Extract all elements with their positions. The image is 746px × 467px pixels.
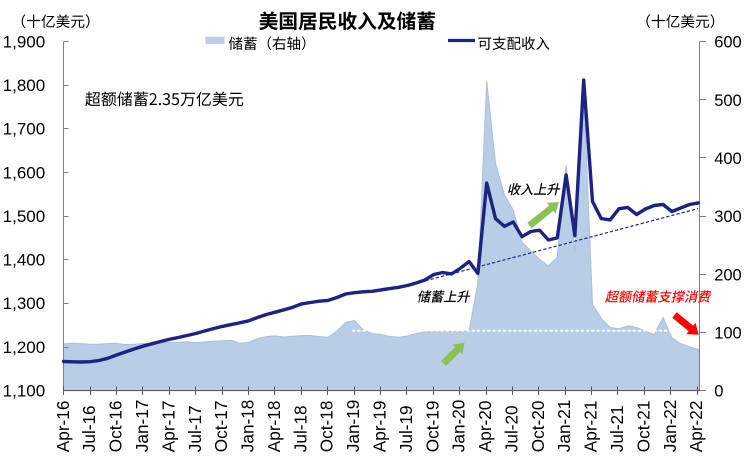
- svg-text:Jul-17: Jul-17: [185, 405, 205, 452]
- svg-text:1,100: 1,100: [3, 382, 46, 401]
- svg-text:1,800: 1,800: [3, 76, 46, 95]
- svg-text:1,200: 1,200: [3, 338, 46, 357]
- svg-text:Apr-21: Apr-21: [581, 401, 601, 453]
- svg-text:Jan-21: Jan-21: [554, 400, 574, 453]
- svg-text:Jan-18: Jan-18: [238, 400, 258, 453]
- svg-text:Jul-19: Jul-19: [396, 405, 416, 452]
- svg-text:Apr-20: Apr-20: [475, 401, 495, 453]
- svg-text:Oct-19: Oct-19: [422, 401, 442, 453]
- svg-text:Jul-16: Jul-16: [79, 405, 99, 452]
- svg-text:0: 0: [714, 383, 723, 401]
- svg-text:1,500: 1,500: [3, 207, 46, 226]
- svg-text:600: 600: [714, 34, 742, 52]
- svg-text:Apr-18: Apr-18: [264, 401, 284, 453]
- svg-text:500: 500: [714, 92, 742, 110]
- svg-text:Jul-20: Jul-20: [501, 405, 521, 452]
- svg-text:Oct-21: Oct-21: [633, 401, 653, 453]
- svg-text:1,700: 1,700: [3, 120, 46, 139]
- svg-text:Jul-21: Jul-21: [607, 405, 627, 452]
- svg-text:Oct-16: Oct-16: [106, 401, 126, 453]
- svg-text:Oct-20: Oct-20: [528, 401, 548, 453]
- svg-text:Jul-18: Jul-18: [290, 405, 310, 452]
- svg-text:Jan-17: Jan-17: [132, 400, 152, 453]
- svg-text:300: 300: [714, 208, 742, 226]
- svg-text:Jan-20: Jan-20: [449, 400, 469, 453]
- svg-text:1,300: 1,300: [3, 294, 46, 313]
- svg-text:400: 400: [714, 150, 742, 168]
- svg-text:Jan-22: Jan-22: [660, 400, 680, 453]
- svg-text:Apr-17: Apr-17: [158, 401, 178, 453]
- svg-text:Apr-16: Apr-16: [53, 401, 73, 453]
- svg-text:100: 100: [714, 325, 742, 343]
- svg-text:1,400: 1,400: [3, 251, 46, 270]
- svg-text:Oct-17: Oct-17: [211, 401, 231, 453]
- svg-text:1,900: 1,900: [3, 32, 46, 51]
- svg-text:Apr-19: Apr-19: [370, 401, 390, 453]
- svg-text:Apr-22: Apr-22: [686, 401, 706, 453]
- svg-text:Oct-18: Oct-18: [317, 401, 337, 453]
- svg-text:200: 200: [714, 266, 742, 284]
- svg-text:1,600: 1,600: [3, 163, 46, 182]
- svg-text:Jan-19: Jan-19: [343, 400, 363, 453]
